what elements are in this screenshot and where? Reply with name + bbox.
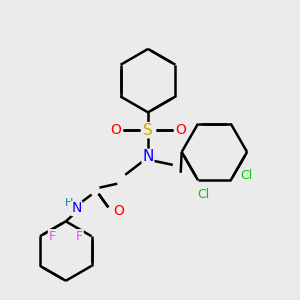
Text: Cl: Cl	[241, 169, 253, 182]
Text: S: S	[143, 123, 153, 138]
Text: O: O	[110, 123, 121, 137]
Text: Cl: Cl	[197, 188, 209, 201]
Text: N: N	[71, 202, 82, 215]
Text: O: O	[175, 123, 186, 137]
Text: F: F	[48, 230, 56, 243]
Text: H: H	[64, 199, 73, 208]
Text: F: F	[76, 230, 83, 243]
Text: N: N	[142, 149, 154, 164]
Text: O: O	[113, 204, 124, 218]
